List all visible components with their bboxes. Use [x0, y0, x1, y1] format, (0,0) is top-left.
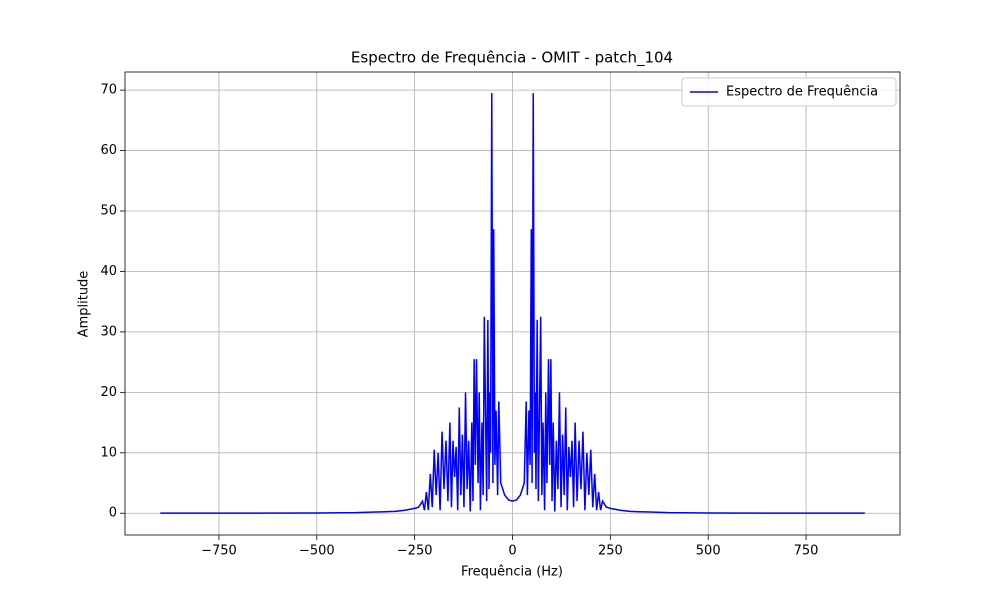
x-tick-label: 500: [696, 544, 721, 559]
x-tick-label: −500: [299, 544, 335, 559]
y-tick-label: 40: [100, 264, 117, 279]
y-tick-label: 70: [100, 83, 117, 98]
y-axis-label: Amplitude: [77, 271, 92, 338]
y-tick-label: 50: [100, 204, 117, 219]
x-tick-label: −750: [201, 544, 237, 559]
y-tick-label: 30: [100, 324, 117, 339]
legend-label: Espectro de Frequência: [726, 85, 878, 100]
x-tick-label: 250: [598, 544, 623, 559]
y-tick-label: 10: [100, 445, 117, 460]
y-tick-label: 20: [100, 385, 117, 400]
x-tick-label: −250: [397, 544, 433, 559]
x-tick-label: 750: [794, 544, 819, 559]
chart-title: Espectro de Frequência - OMIT - patch_10…: [351, 49, 673, 68]
y-tick-label: 60: [100, 143, 117, 158]
x-axis-label: Frequência (Hz): [461, 565, 563, 580]
legend-box: [681, 77, 897, 107]
x-tick-label: 0: [508, 544, 516, 559]
y-tick-label: 0: [109, 506, 117, 521]
spectrum-line: [160, 93, 865, 514]
plot-frame: [124, 71, 901, 536]
